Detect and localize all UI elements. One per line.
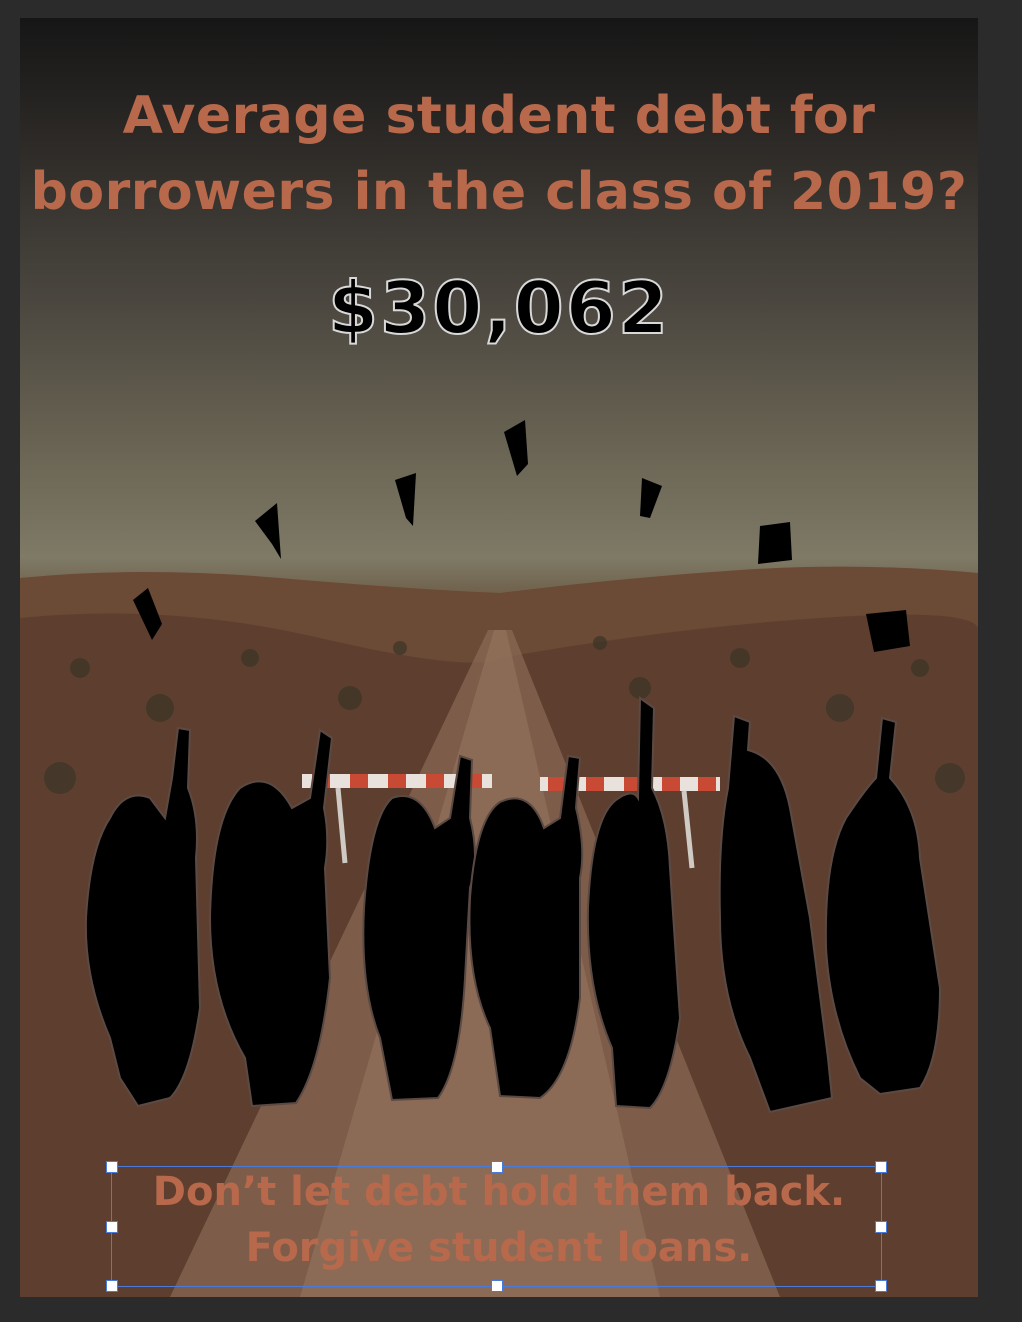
headline: Average student debt for borrowers in th… [20, 78, 978, 230]
headline-line-1: Average student debt for [122, 86, 876, 146]
headline-line-2: borrowers in the class of 2019? [30, 162, 968, 222]
tagline-text-box[interactable]: Don’t let debt hold them back. Forgive s… [20, 1164, 978, 1276]
poster-artboard[interactable]: Average student debt for borrowers in th… [20, 18, 978, 1297]
tagline-line-2: Forgive student loans. [245, 1225, 753, 1271]
debt-amount: $30,062 [327, 265, 670, 351]
desert-road-scene [20, 420, 978, 1297]
graduation-cap-icon [133, 420, 910, 652]
graduate-silhouette-icon [84, 696, 942, 1114]
tagline-line-1: Don’t let debt hold them back. [152, 1169, 846, 1215]
